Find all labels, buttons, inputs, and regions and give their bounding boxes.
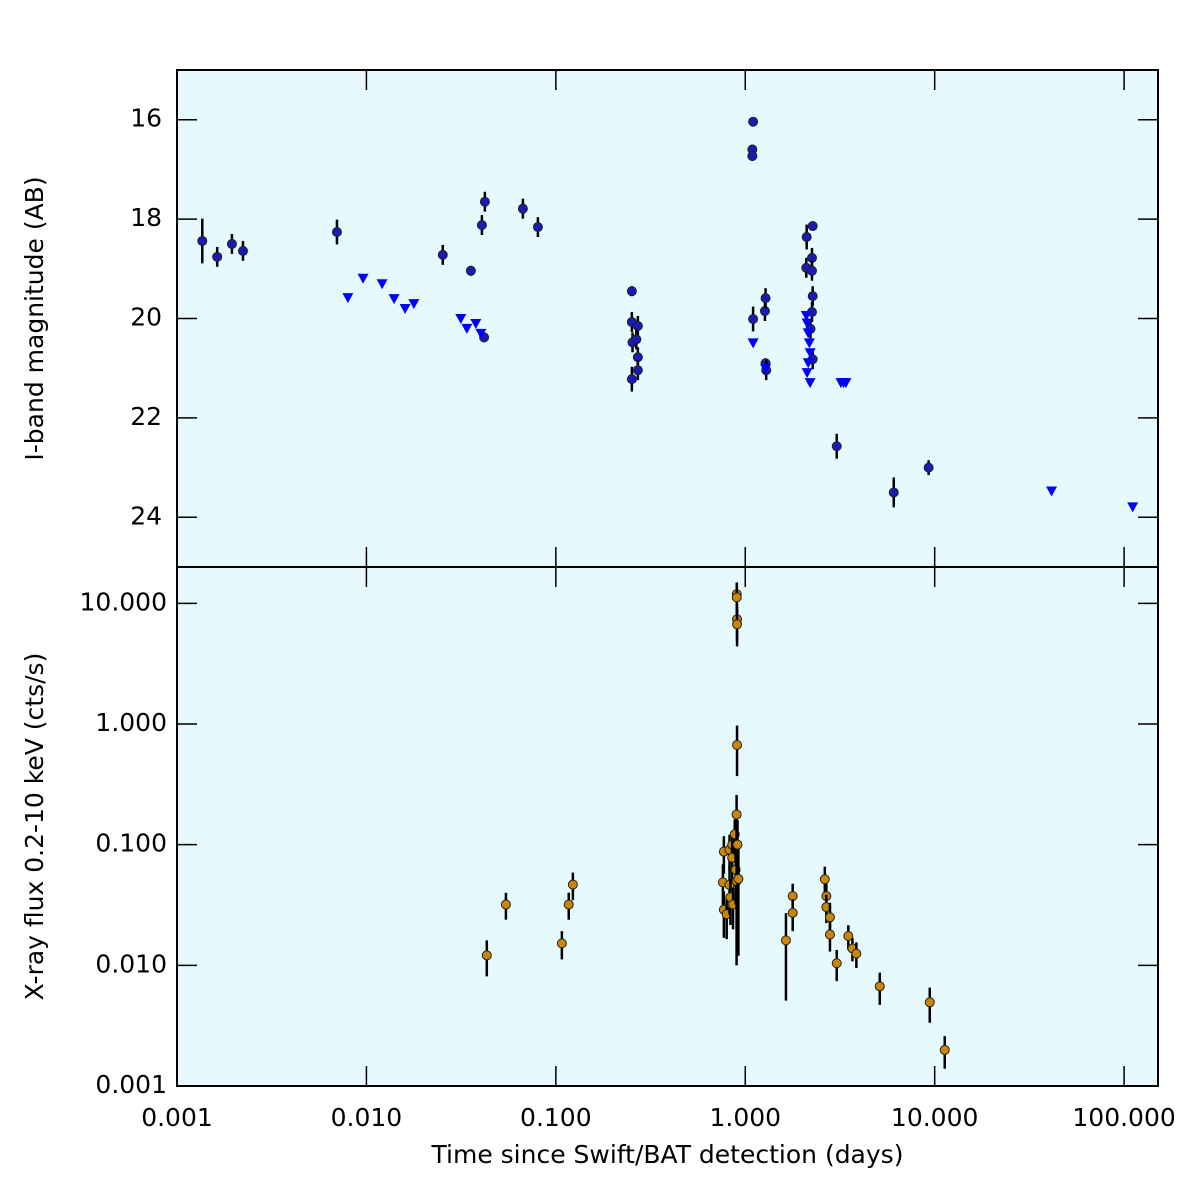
point	[212, 251, 223, 262]
point	[632, 365, 643, 376]
point	[732, 839, 743, 850]
x-axis-label: Time since Swift/BAT detection (days)	[431, 1140, 904, 1169]
point	[197, 235, 208, 246]
point	[924, 997, 935, 1008]
point	[626, 374, 637, 385]
upper-limit	[342, 293, 354, 304]
point	[517, 203, 528, 214]
upper-limit	[388, 294, 400, 305]
upper-limit	[1046, 486, 1058, 497]
upper-limit	[408, 299, 420, 310]
point	[874, 981, 885, 992]
upper-limit	[461, 323, 473, 334]
y-tick-label: 22	[130, 402, 162, 431]
x-tick-label: 100.000	[1072, 1103, 1175, 1132]
x-tick-label: 10.000	[891, 1103, 978, 1132]
point	[831, 958, 842, 969]
point	[939, 1044, 950, 1055]
upper-limit	[455, 313, 467, 324]
upper-limit	[803, 338, 815, 349]
point	[437, 249, 448, 260]
point	[731, 809, 742, 820]
upper-limit	[800, 311, 812, 322]
y-tick-label: 0.100	[95, 829, 167, 858]
y-axis-label: I-band magnitude (AB)	[20, 176, 49, 460]
point	[923, 462, 934, 473]
point	[748, 116, 759, 127]
upper-limit	[804, 378, 816, 389]
x-tick-label: 0.001	[141, 1103, 213, 1132]
point	[807, 291, 818, 302]
point	[787, 891, 798, 902]
point	[801, 231, 812, 242]
upper-limit	[475, 328, 487, 339]
point	[732, 739, 743, 750]
point	[787, 907, 798, 918]
plot-area	[177, 567, 1158, 1086]
point	[831, 441, 842, 452]
upper-limit	[804, 348, 816, 359]
point	[632, 320, 643, 331]
point	[465, 265, 476, 276]
point	[888, 487, 899, 498]
point	[631, 334, 642, 345]
point	[824, 912, 835, 923]
point	[732, 619, 743, 630]
y-axis-label: X-ray flux 0.2-10 keV (cts/s)	[20, 653, 49, 1001]
point	[532, 222, 543, 233]
point	[819, 874, 830, 885]
point	[481, 950, 492, 961]
plot-frame	[176, 566, 1159, 1087]
point	[747, 150, 758, 161]
plot-area	[177, 70, 1158, 567]
point	[563, 899, 574, 910]
point	[731, 592, 742, 603]
point	[500, 899, 511, 910]
upper-limit	[470, 318, 482, 329]
point	[851, 948, 862, 959]
upper-limit	[399, 304, 411, 315]
point	[824, 929, 835, 940]
y-tick-label: 24	[130, 501, 162, 530]
x-tick-label: 1.000	[709, 1103, 781, 1132]
x-tick-label: 0.010	[331, 1103, 403, 1132]
upper-limit	[760, 364, 772, 375]
upper-limit	[801, 318, 813, 329]
point	[807, 221, 818, 232]
point	[760, 293, 771, 304]
upper-limit	[802, 328, 814, 339]
point	[237, 245, 248, 256]
y-tick-label: 16	[130, 104, 162, 133]
x-tick-label: 0.100	[520, 1103, 592, 1132]
point	[567, 879, 578, 890]
y-tick-label: 0.010	[95, 949, 167, 978]
point	[226, 238, 237, 249]
upper-limit	[357, 273, 369, 284]
upper-limit	[376, 279, 388, 290]
y-tick-label: 18	[130, 203, 162, 232]
point	[556, 938, 567, 949]
upper-limit	[747, 338, 759, 349]
upper-limit	[801, 368, 813, 379]
point	[843, 931, 854, 942]
point	[806, 265, 817, 276]
upper-limit	[1127, 502, 1139, 513]
point	[479, 196, 490, 207]
point	[733, 873, 744, 884]
point	[331, 227, 342, 238]
y-tick-label: 10.000	[80, 587, 167, 616]
point	[476, 220, 487, 231]
point	[626, 286, 637, 297]
y-tick-label: 1.000	[95, 708, 167, 737]
upper-limit	[802, 358, 814, 369]
point	[748, 313, 759, 324]
y-tick-label: 0.001	[95, 1070, 167, 1099]
upper-limit	[840, 378, 852, 389]
point	[780, 935, 791, 946]
y-tick-label: 20	[130, 303, 162, 332]
